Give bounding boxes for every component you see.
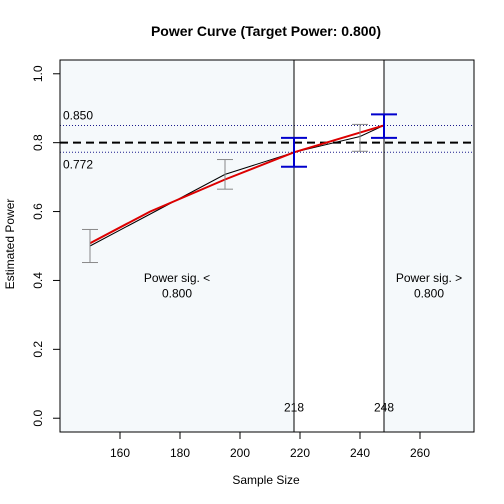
crossing-label-1: 248 bbox=[374, 400, 394, 414]
band-upper-label: 0.850 bbox=[63, 108, 93, 122]
band-lower-label: 0.772 bbox=[63, 157, 93, 171]
region-label-below-line1: Power sig. < bbox=[144, 271, 210, 285]
x-tick-label: 200 bbox=[230, 446, 250, 460]
x-tick-label: 180 bbox=[170, 446, 190, 460]
region-label-above-line1: Power sig. > bbox=[396, 271, 462, 285]
annotations-layer: 0.850 0.772 218 248 Power sig. < 0.800 Power s… bbox=[63, 108, 462, 414]
y-tick-label: 0.8 bbox=[31, 134, 45, 151]
regions-layer bbox=[60, 60, 474, 432]
region-below-target bbox=[60, 60, 294, 432]
reference-lines-layer bbox=[60, 60, 474, 432]
region-above-target bbox=[384, 60, 474, 432]
y-tick-label: 0.2 bbox=[31, 341, 45, 358]
y-tick-label: 1.0 bbox=[31, 65, 45, 82]
plot-frame bbox=[59, 59, 475, 433]
region-label-below-line2: 0.800 bbox=[162, 287, 192, 301]
x-tick-label: 220 bbox=[290, 446, 310, 460]
y-axis-label: Estimated Power bbox=[3, 199, 17, 290]
error-bars-layer bbox=[82, 113, 397, 264]
y-tick-label: 0.4 bbox=[31, 272, 45, 289]
chart-title: Power Curve (Target Power: 0.800) bbox=[151, 23, 381, 39]
x-tick-label: 260 bbox=[410, 446, 430, 460]
x-tick-label: 160 bbox=[110, 446, 130, 460]
region-label-above-line2: 0.800 bbox=[414, 287, 444, 301]
y-tick-label: 0.6 bbox=[31, 203, 45, 220]
y-tick-label: 0.0 bbox=[31, 410, 45, 427]
axes-layer: 160 180 200 220 240 260 0.0 0.2 0.4 0.6 0.8 1.0 bbox=[31, 59, 475, 460]
crossing-label-0: 218 bbox=[284, 400, 304, 414]
x-axis-label: Sample Size bbox=[232, 473, 300, 487]
x-tick-label: 240 bbox=[350, 446, 370, 460]
